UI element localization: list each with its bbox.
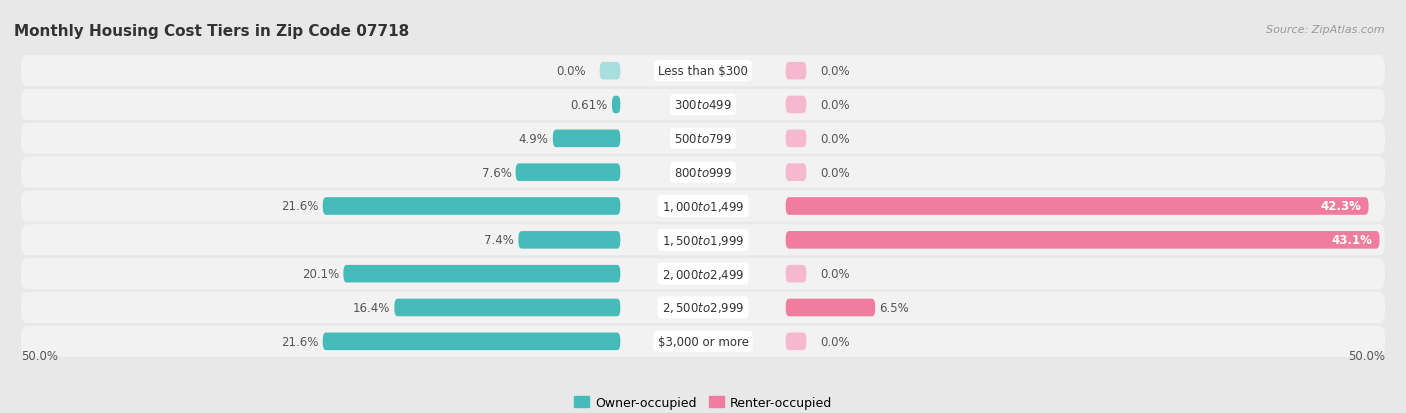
FancyBboxPatch shape (21, 225, 1385, 256)
FancyBboxPatch shape (786, 231, 1379, 249)
Text: $2,000 to $2,499: $2,000 to $2,499 (662, 267, 744, 281)
Text: 16.4%: 16.4% (353, 301, 391, 314)
Text: 50.0%: 50.0% (21, 349, 58, 363)
Text: 0.0%: 0.0% (820, 133, 849, 145)
Text: 7.4%: 7.4% (484, 234, 515, 247)
FancyBboxPatch shape (21, 90, 1385, 121)
FancyBboxPatch shape (612, 97, 620, 114)
Text: $300 to $499: $300 to $499 (673, 99, 733, 112)
FancyBboxPatch shape (323, 333, 620, 350)
Text: $1,000 to $1,499: $1,000 to $1,499 (662, 199, 744, 214)
FancyBboxPatch shape (21, 191, 1385, 222)
FancyBboxPatch shape (21, 259, 1385, 290)
Text: 0.0%: 0.0% (557, 65, 586, 78)
FancyBboxPatch shape (599, 63, 620, 80)
FancyBboxPatch shape (786, 198, 1368, 215)
Text: 6.5%: 6.5% (879, 301, 910, 314)
Text: 0.61%: 0.61% (571, 99, 607, 112)
FancyBboxPatch shape (553, 130, 620, 148)
Text: 7.6%: 7.6% (482, 166, 512, 179)
Text: 0.0%: 0.0% (820, 65, 849, 78)
Legend: Owner-occupied, Renter-occupied: Owner-occupied, Renter-occupied (568, 391, 838, 413)
Text: 20.1%: 20.1% (302, 268, 339, 280)
FancyBboxPatch shape (786, 333, 807, 350)
Text: $3,000 or more: $3,000 or more (658, 335, 748, 348)
Text: 4.9%: 4.9% (519, 133, 548, 145)
Text: 0.0%: 0.0% (820, 99, 849, 112)
FancyBboxPatch shape (519, 231, 620, 249)
FancyBboxPatch shape (21, 326, 1385, 357)
FancyBboxPatch shape (516, 164, 620, 182)
Text: 50.0%: 50.0% (1348, 349, 1385, 363)
FancyBboxPatch shape (786, 299, 875, 316)
Text: $1,500 to $1,999: $1,500 to $1,999 (662, 233, 744, 247)
FancyBboxPatch shape (786, 164, 807, 182)
Text: 0.0%: 0.0% (820, 268, 849, 280)
FancyBboxPatch shape (786, 130, 807, 148)
FancyBboxPatch shape (786, 265, 807, 283)
Text: 0.0%: 0.0% (820, 335, 849, 348)
FancyBboxPatch shape (21, 292, 1385, 323)
FancyBboxPatch shape (21, 123, 1385, 154)
FancyBboxPatch shape (323, 198, 620, 215)
FancyBboxPatch shape (786, 97, 807, 114)
Text: 21.6%: 21.6% (281, 335, 319, 348)
Text: Source: ZipAtlas.com: Source: ZipAtlas.com (1267, 25, 1385, 35)
Text: 0.0%: 0.0% (820, 166, 849, 179)
FancyBboxPatch shape (343, 265, 620, 283)
Text: 43.1%: 43.1% (1331, 234, 1372, 247)
Text: $500 to $799: $500 to $799 (673, 133, 733, 145)
Text: 42.3%: 42.3% (1320, 200, 1361, 213)
FancyBboxPatch shape (786, 63, 807, 80)
Text: $2,500 to $2,999: $2,500 to $2,999 (662, 301, 744, 315)
FancyBboxPatch shape (21, 157, 1385, 188)
FancyBboxPatch shape (394, 299, 620, 316)
Text: $800 to $999: $800 to $999 (673, 166, 733, 179)
Text: 21.6%: 21.6% (281, 200, 319, 213)
Text: Less than $300: Less than $300 (658, 65, 748, 78)
Text: Monthly Housing Cost Tiers in Zip Code 07718: Monthly Housing Cost Tiers in Zip Code 0… (14, 24, 409, 39)
FancyBboxPatch shape (21, 56, 1385, 87)
